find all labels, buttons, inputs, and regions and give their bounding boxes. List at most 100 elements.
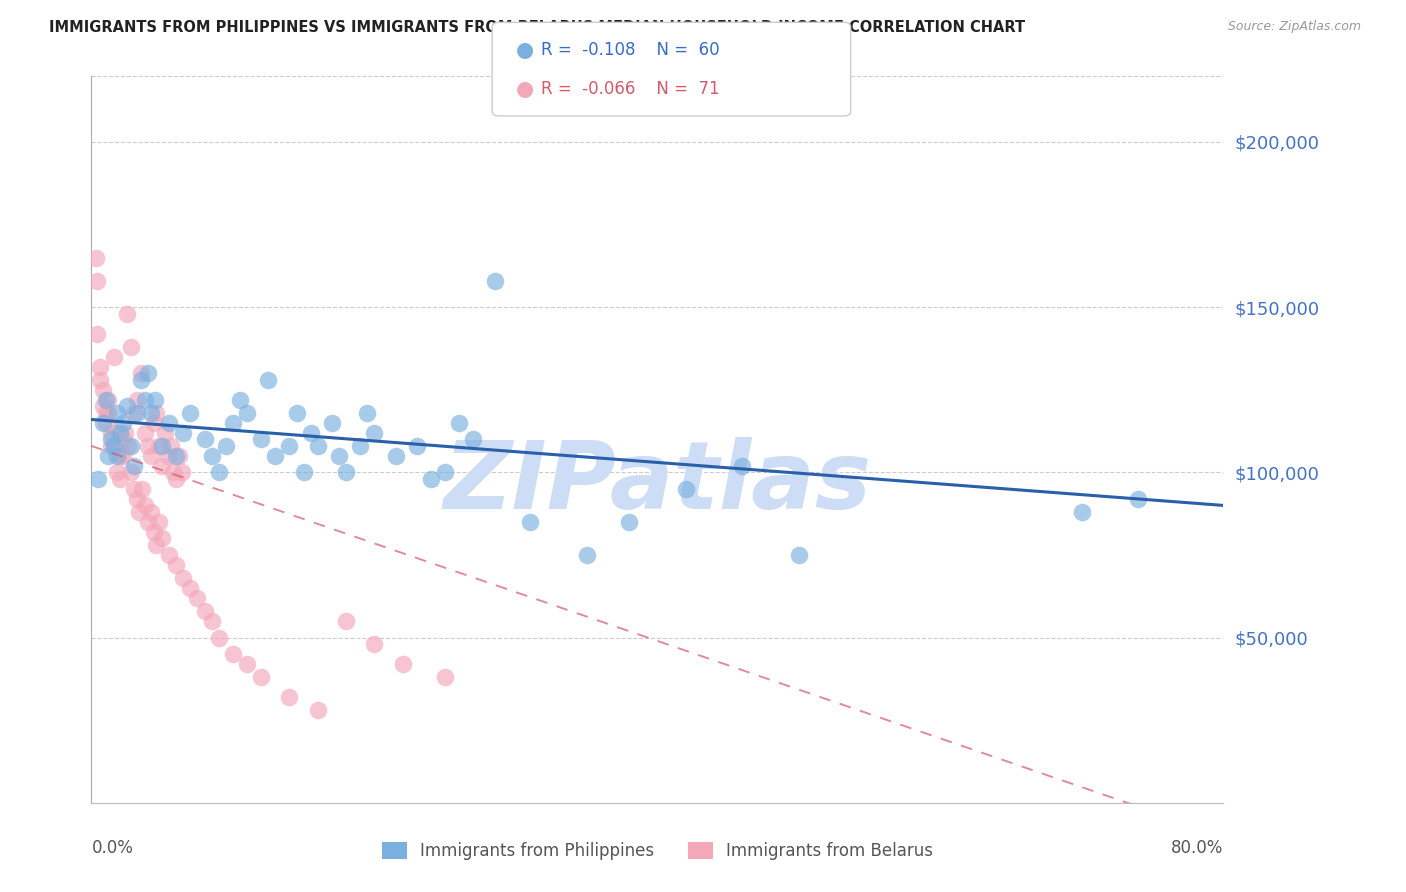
- Point: [264, 449, 287, 463]
- Point: [193, 432, 217, 446]
- Point: [335, 614, 357, 628]
- Point: [134, 499, 156, 513]
- Point: [165, 449, 187, 463]
- Point: [391, 657, 413, 671]
- Point: [91, 399, 114, 413]
- Point: [434, 670, 457, 684]
- Point: [299, 425, 322, 440]
- Point: [285, 406, 308, 420]
- Point: [86, 326, 108, 341]
- Point: [434, 466, 457, 480]
- Point: [97, 406, 120, 420]
- Text: ZIPatlas: ZIPatlas: [443, 437, 872, 529]
- Text: Source: ZipAtlas.com: Source: ZipAtlas.com: [1227, 20, 1361, 33]
- Point: [229, 392, 252, 407]
- Point: [307, 439, 329, 453]
- Point: [84, 251, 107, 265]
- Point: [731, 458, 754, 473]
- Point: [134, 392, 156, 407]
- Point: [222, 647, 245, 661]
- Point: [257, 373, 280, 387]
- Text: R =  -0.108    N =  60: R = -0.108 N = 60: [541, 42, 720, 60]
- Point: [134, 425, 156, 440]
- Point: [105, 425, 128, 440]
- Point: [122, 458, 145, 473]
- Point: [449, 416, 471, 430]
- Point: [103, 439, 125, 453]
- Point: [363, 425, 385, 440]
- Point: [159, 439, 181, 453]
- Point: [91, 416, 114, 430]
- Point: [139, 505, 162, 519]
- Text: 80.0%: 80.0%: [1171, 839, 1223, 857]
- Point: [139, 449, 162, 463]
- Point: [278, 439, 301, 453]
- Point: [122, 482, 145, 496]
- Point: [115, 399, 138, 413]
- Point: [153, 425, 176, 440]
- Point: [165, 472, 187, 486]
- Text: ●: ●: [516, 79, 534, 100]
- Point: [222, 416, 245, 430]
- Point: [405, 439, 427, 453]
- Point: [179, 581, 201, 595]
- Point: [94, 416, 117, 430]
- Point: [208, 466, 231, 480]
- Point: [1128, 491, 1150, 506]
- Point: [236, 657, 259, 671]
- Point: [136, 515, 159, 529]
- Point: [201, 614, 224, 628]
- Point: [89, 359, 111, 374]
- Point: [250, 670, 273, 684]
- Point: [94, 392, 117, 407]
- Point: [157, 548, 180, 562]
- Point: [128, 505, 150, 519]
- Point: [162, 466, 184, 480]
- Point: [125, 406, 148, 420]
- Text: IMMIGRANTS FROM PHILIPPINES VS IMMIGRANTS FROM BELARUS MEDIAN HOUSEHOLD INCOME C: IMMIGRANTS FROM PHILIPPINES VS IMMIGRANT…: [49, 20, 1025, 35]
- Point: [111, 416, 134, 430]
- Point: [120, 439, 142, 453]
- Point: [94, 406, 117, 420]
- Point: [100, 439, 122, 453]
- Point: [108, 472, 131, 486]
- Point: [363, 637, 385, 651]
- Point: [170, 466, 193, 480]
- Point: [172, 571, 194, 585]
- Point: [321, 416, 343, 430]
- Point: [103, 350, 125, 364]
- Point: [117, 439, 139, 453]
- Point: [89, 373, 111, 387]
- Point: [145, 406, 167, 420]
- Point: [136, 439, 159, 453]
- Point: [335, 466, 357, 480]
- Point: [111, 449, 134, 463]
- Point: [150, 458, 173, 473]
- Point: [384, 449, 406, 463]
- Point: [111, 432, 134, 446]
- Point: [129, 373, 152, 387]
- Point: [100, 425, 122, 440]
- Point: [356, 406, 378, 420]
- Point: [292, 466, 315, 480]
- Point: [278, 690, 301, 704]
- Point: [675, 482, 697, 496]
- Point: [179, 406, 201, 420]
- Point: [136, 366, 159, 380]
- Point: [120, 340, 142, 354]
- Point: [519, 515, 541, 529]
- Point: [105, 449, 128, 463]
- Point: [103, 439, 125, 453]
- Point: [148, 439, 170, 453]
- Point: [165, 558, 187, 572]
- Point: [193, 604, 217, 618]
- Legend: Immigrants from Philippines, Immigrants from Belarus: Immigrants from Philippines, Immigrants …: [375, 836, 939, 867]
- Point: [91, 383, 114, 397]
- Point: [105, 406, 128, 420]
- Point: [115, 307, 138, 321]
- Text: ●: ●: [516, 40, 534, 61]
- Point: [156, 449, 179, 463]
- Point: [186, 591, 208, 605]
- Point: [142, 416, 165, 430]
- Point: [97, 392, 120, 407]
